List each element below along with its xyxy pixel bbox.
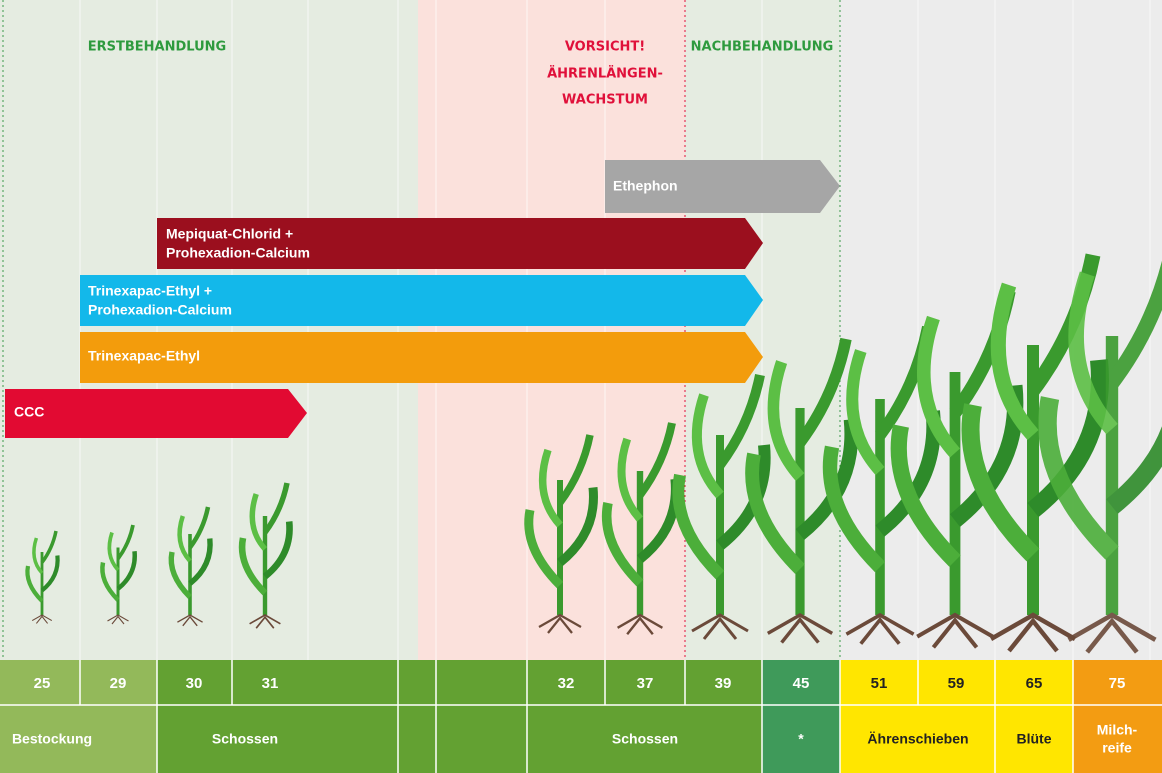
- phase: reife: [1102, 740, 1132, 756]
- header-warning: WACHSTUM: [562, 93, 648, 108]
- header-warning: ÄHRENLÄNGEN-: [547, 66, 663, 82]
- stage: 59: [948, 675, 965, 692]
- phase: Blüte: [1017, 731, 1052, 747]
- stage: 39: [715, 675, 732, 692]
- stage: 29: [110, 675, 127, 692]
- stage-row: [0, 660, 1162, 773]
- stage: 25: [34, 675, 51, 692]
- phase: Bestockung: [12, 731, 92, 747]
- bar-label: Trinexapac-Ethyl +: [88, 283, 212, 299]
- phase: Milch-: [1097, 722, 1138, 738]
- stage: 51: [871, 675, 888, 692]
- bar-ccc: [5, 389, 307, 438]
- stage: 30: [186, 675, 203, 692]
- stage: 32: [558, 675, 575, 692]
- stage: 65: [1026, 675, 1043, 692]
- phase: Schossen: [612, 731, 678, 747]
- phase: Ährenschieben: [867, 731, 968, 747]
- bar-label: Prohexadion-Calcium: [166, 245, 310, 261]
- header: ERSTBEHANDLUNG: [88, 40, 226, 55]
- stage: 45: [793, 675, 810, 692]
- phase: *: [798, 731, 804, 747]
- stage: 37: [637, 675, 654, 692]
- header-warning: VORSICHT!: [565, 40, 645, 55]
- header: NACHBEHANDLUNG: [691, 40, 834, 55]
- stage: 75: [1109, 675, 1126, 692]
- bar-label: Ethephon: [613, 178, 678, 194]
- bar-label: Prohexadion-Calcium: [88, 302, 232, 318]
- bar-label: Mepiquat-Chlorid +: [166, 226, 293, 242]
- bar-label: CCC: [14, 404, 44, 420]
- growth-stage-diagram: ERSTBEHANDLUNG VORSICHT! ÄHRENLÄNGEN- WA…: [0, 0, 1162, 773]
- bar-label: Trinexapac-Ethyl: [88, 348, 200, 364]
- phase: Schossen: [212, 731, 278, 747]
- stage: 31: [262, 675, 279, 692]
